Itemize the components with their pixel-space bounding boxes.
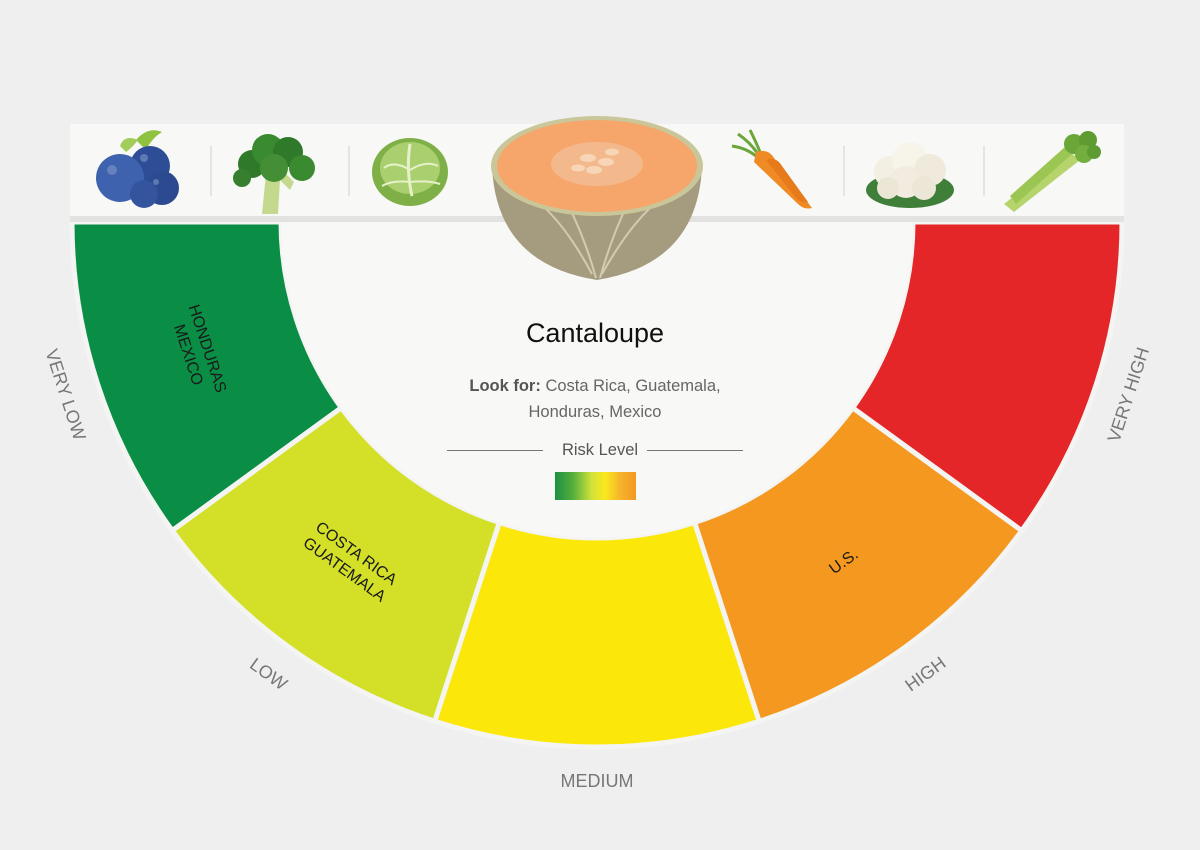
look-for-countries-line1: Costa Rica, Guatemala, bbox=[545, 377, 721, 395]
risk-level-scale bbox=[555, 472, 636, 500]
level-label-low: LOW bbox=[246, 654, 291, 694]
broccoli-icon[interactable] bbox=[228, 130, 324, 218]
level-label-high: HIGH bbox=[901, 653, 949, 696]
look-for-countries-line2: Honduras, Mexico bbox=[528, 403, 662, 421]
divider bbox=[983, 146, 985, 196]
cauliflower-icon[interactable] bbox=[862, 130, 958, 212]
level-label-very-high: VERY HIGH bbox=[1104, 345, 1153, 445]
celery-icon[interactable] bbox=[1000, 126, 1104, 214]
carrot-icon[interactable] bbox=[728, 128, 820, 212]
risk-level-label: Risk Level bbox=[561, 441, 639, 459]
level-label-medium: MEDIUM bbox=[561, 771, 634, 791]
risk-level-rule-right bbox=[647, 450, 743, 451]
level-label-very-low: VERY LOW bbox=[42, 347, 90, 443]
cantaloupe-icon[interactable] bbox=[488, 114, 706, 284]
divider bbox=[210, 146, 212, 196]
divider bbox=[348, 146, 350, 196]
look-for-text: Look for: Costa Rica, Guatemala, Hondura… bbox=[430, 373, 760, 425]
risk-level-rule-left bbox=[447, 450, 543, 451]
produce-title: Cantaloupe bbox=[525, 318, 665, 348]
blueberries-icon[interactable] bbox=[90, 126, 190, 214]
gauge-center bbox=[281, 222, 913, 538]
look-for-label: Look for: bbox=[469, 377, 541, 395]
divider bbox=[843, 146, 845, 196]
cabbage-icon[interactable] bbox=[368, 130, 452, 210]
